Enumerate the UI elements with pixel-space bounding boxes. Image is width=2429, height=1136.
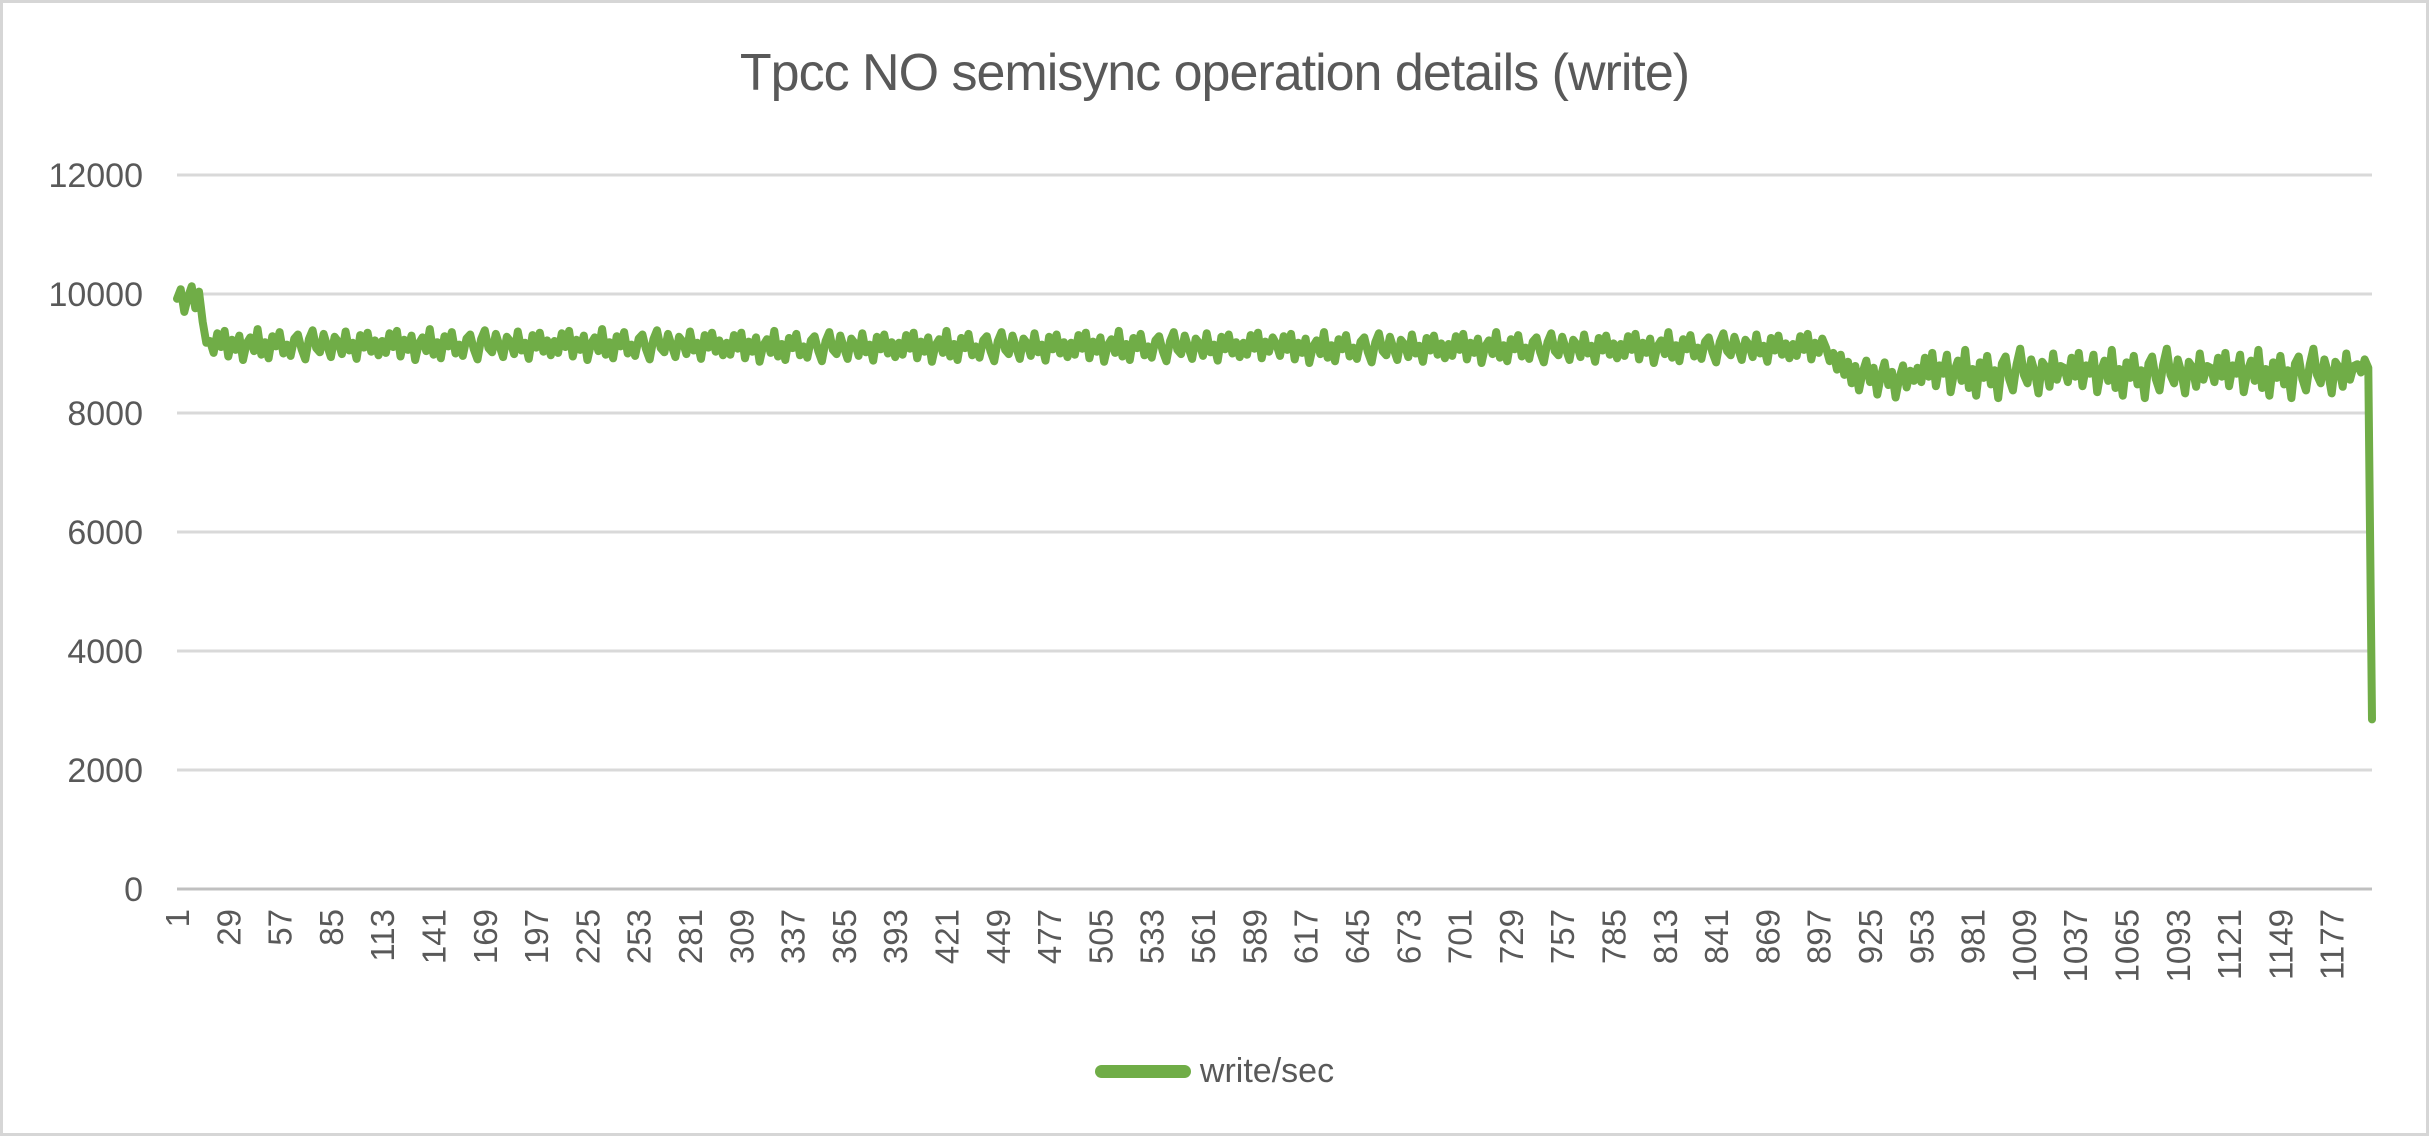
x-tick-label: 589 xyxy=(1236,909,1273,964)
x-tick-label: 393 xyxy=(877,909,914,964)
x-tick-label: 925 xyxy=(1852,909,1889,964)
x-tick-label: 1009 xyxy=(2006,909,2043,982)
x-tick-label: 309 xyxy=(723,909,760,964)
series-line-write-per-sec xyxy=(173,282,2376,724)
x-tick-label: 869 xyxy=(1749,909,1786,964)
x-tick-label: 1149 xyxy=(2262,909,2299,980)
x-tick-label: 85 xyxy=(313,909,350,946)
x-tick-label: 225 xyxy=(569,909,606,964)
x-tick-label: 785 xyxy=(1595,909,1632,964)
x-tick-label: 645 xyxy=(1339,909,1376,964)
x-axis-labels: 1 29 57 85 113 141 169 197 225 253 281 309 337 365 393… xyxy=(159,909,2351,982)
y-axis-labels: 0 2000 4000 6000 8000 10000 12000 xyxy=(48,157,143,909)
x-tick-label: 617 xyxy=(1288,909,1325,964)
x-tick-label: 729 xyxy=(1493,909,1530,964)
x-tick-label: 813 xyxy=(1647,909,1684,964)
x-tick-label: 477 xyxy=(1031,909,1068,964)
chart-title: Tpcc NO semisync operation details (writ… xyxy=(739,44,1690,102)
line-chart-plot: 0 2000 4000 6000 8000 10000 12000 1 29 57 85 113 141… xyxy=(48,157,2376,982)
x-tick-label: 953 xyxy=(1903,909,1940,964)
x-tick-label: 197 xyxy=(518,909,555,964)
y-tick-label: 10000 xyxy=(48,276,143,314)
x-tick-label: 1177 xyxy=(2314,909,2351,980)
y-tick-label: 12000 xyxy=(48,157,143,195)
x-tick-label: 561 xyxy=(1185,909,1222,964)
x-tick-label: 673 xyxy=(1390,909,1427,964)
x-tick-label: 757 xyxy=(1544,909,1581,964)
x-tick-label: 421 xyxy=(929,909,966,964)
x-tick-label: 29 xyxy=(210,909,247,946)
x-tick-label: 1065 xyxy=(2108,909,2145,982)
x-tick-label: 169 xyxy=(467,909,504,964)
x-tick-label: 505 xyxy=(1082,909,1119,964)
x-tick-label: 449 xyxy=(980,909,1017,964)
x-tick-label: 981 xyxy=(1955,909,1992,964)
x-tick-label: 897 xyxy=(1801,909,1838,964)
x-tick-label: 337 xyxy=(775,909,812,964)
y-tick-label: 4000 xyxy=(67,633,143,671)
x-tick-label: 1093 xyxy=(2160,909,2197,982)
gridlines xyxy=(177,173,2372,891)
x-tick-label: 253 xyxy=(621,909,658,964)
x-tick-label: 1037 xyxy=(2057,909,2094,982)
y-tick-label: 0 xyxy=(124,871,143,909)
y-tick-label: 6000 xyxy=(67,514,143,552)
legend-series-label: write/sec xyxy=(1199,1051,1335,1090)
x-tick-label: 533 xyxy=(1134,909,1171,964)
x-tick-label: 1 xyxy=(159,909,196,927)
x-tick-label: 281 xyxy=(672,909,709,964)
x-tick-label: 701 xyxy=(1442,909,1479,964)
legend: write/sec xyxy=(3,1049,2426,1093)
y-tick-label: 2000 xyxy=(67,752,143,790)
x-tick-label: 841 xyxy=(1698,909,1735,964)
y-tick-label: 8000 xyxy=(67,395,143,433)
x-tick-label: 141 xyxy=(416,909,453,964)
x-tick-label: 1121 xyxy=(2211,909,2248,980)
legend-line-swatch xyxy=(1094,1064,1191,1078)
x-tick-label: 113 xyxy=(364,909,401,962)
x-tick-label: 365 xyxy=(826,909,863,964)
x-tick-label: 57 xyxy=(262,909,299,946)
